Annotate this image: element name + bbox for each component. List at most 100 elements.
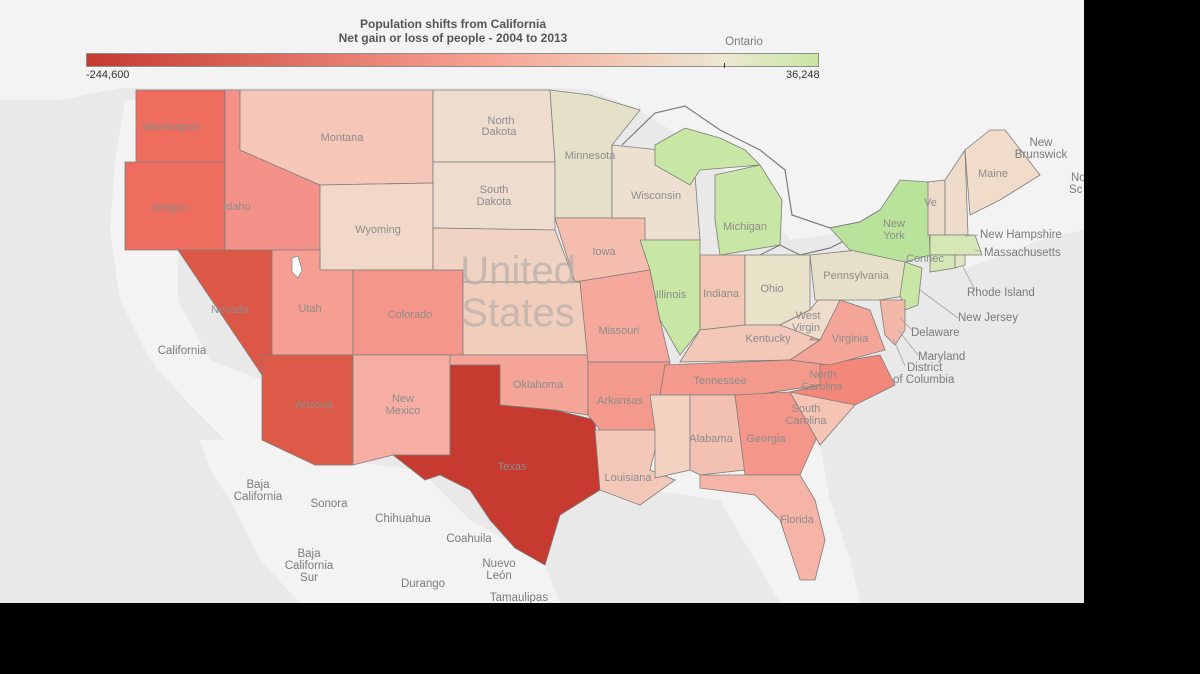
label-idaho: Idaho (223, 201, 251, 213)
state-new-jersey[interactable] (899, 261, 923, 311)
label-new-york-2: York (883, 230, 905, 242)
legend-max-label: 36,248 (786, 69, 820, 81)
label-illinois: Illinois (656, 289, 687, 301)
state-georgia[interactable] (734, 391, 821, 476)
label-new-brunswick-2: Brunswick (1015, 149, 1068, 161)
label-chihuahua: Chihuahua (375, 513, 431, 525)
outside-labels: Ontario California New Brunswick No Sc N… (158, 36, 1084, 603)
state-illinois[interactable] (639, 239, 701, 356)
label-ohio: Ohio (760, 283, 783, 295)
label-nuevo-leon-2: León (486, 570, 512, 582)
label-south-carolina-2: Carolina (786, 415, 828, 427)
label-connecticut: Connec (906, 253, 944, 265)
state-texas[interactable] (391, 364, 601, 566)
label-montana: Montana (321, 132, 365, 144)
label-west-virginia-2: Virgin (792, 322, 820, 334)
great-salt-lake (291, 255, 303, 279)
label-nova-scotia-2: Sc (1069, 184, 1083, 196)
label-dc-1: District (907, 362, 943, 374)
label-nuevo-leon-1: Nuevo (482, 558, 515, 570)
label-nevada: Nevada (211, 304, 250, 316)
label-durango: Durango (401, 578, 445, 590)
state-maine[interactable] (964, 129, 1041, 216)
label-iowa: Iowa (592, 246, 616, 258)
label-new-mexico-2: Mexico (386, 405, 421, 417)
label-south-dakota-2: Dakota (477, 196, 513, 208)
label-california: California (158, 345, 207, 357)
callout-lines (892, 234, 983, 367)
state-virginia[interactable] (788, 299, 886, 366)
label-alabama: Alabama (689, 433, 733, 445)
us-map[interactable]: United States Washington Oregon Idaho Mo… (0, 0, 1084, 603)
label-north-dakota-1: North (488, 115, 515, 127)
legend-title-line2: Net gain or loss of people - 2004 to 201… (338, 31, 568, 45)
label-wisconsin: Wisconsin (631, 190, 681, 202)
label-indiana: Indiana (703, 288, 740, 300)
legend-zero-tick (724, 63, 725, 68)
label-rhode-island: Rhode Island (967, 287, 1035, 299)
state-michigan[interactable] (654, 127, 783, 256)
map-frame[interactable]: United States Washington Oregon Idaho Mo… (0, 0, 1084, 603)
label-sonora: Sonora (310, 498, 348, 510)
label-texas: Texas (498, 461, 527, 473)
label-new-mexico-1: New (392, 393, 414, 405)
state-mississippi[interactable] (649, 394, 691, 479)
legend-title: Population shifts from California Net ga… (300, 17, 606, 45)
label-vermont: Ve (924, 197, 937, 209)
label-michigan: Michigan (723, 221, 767, 233)
label-nova-scotia-1: No (1071, 172, 1084, 184)
land-west-coast (110, 100, 262, 440)
label-north-dakota-2: Dakota (482, 126, 518, 138)
label-north-carolina-1: North (810, 369, 837, 381)
label-colorado: Colorado (388, 309, 433, 321)
label-washington: Washington (142, 121, 200, 133)
label-baja-sur-1: Baja (297, 548, 321, 560)
country-label-line2: States (461, 291, 574, 335)
label-wyoming: Wyoming (355, 224, 401, 236)
state-alabama[interactable] (689, 394, 746, 476)
label-missouri: Missouri (599, 325, 640, 337)
state-rhode-island[interactable] (954, 254, 966, 269)
states-layer[interactable] (124, 89, 1041, 581)
label-arkansas: Arkansas (597, 395, 643, 407)
state-labels: Washington Oregon Idaho Montana Wyoming … (142, 115, 1008, 526)
label-coahuila: Coahuila (446, 533, 492, 545)
legend-title-line1: Population shifts from California (359, 17, 546, 31)
label-dc-2: of Columbia (893, 374, 955, 386)
label-virginia: Virginia (832, 333, 869, 345)
label-utah: Utah (298, 303, 321, 315)
state-north-carolina[interactable] (789, 354, 896, 406)
label-minnesota: Minnesota (565, 150, 617, 162)
label-louisiana: Louisiana (604, 472, 652, 484)
label-delaware: Delaware (911, 327, 960, 339)
label-ontario: Ontario (725, 36, 763, 48)
land-baja (225, 440, 330, 590)
state-maryland[interactable] (879, 299, 906, 346)
legend-min-label: -244,600 (86, 69, 130, 81)
label-baja-california-2: California (234, 491, 283, 503)
label-north-carolina-2: Carolina (802, 381, 844, 393)
label-new-brunswick-1: New (1029, 137, 1053, 149)
label-florida: Florida (780, 514, 815, 526)
label-new-hampshire: New Hampshire (980, 229, 1062, 241)
legend-gradient (87, 54, 818, 66)
label-baja-sur-3: Sur (300, 572, 318, 584)
label-tennessee: Tennessee (693, 375, 746, 387)
state-massachusetts[interactable] (929, 234, 983, 256)
label-baja-california-1: Baja (246, 479, 270, 491)
legend-color-bar (86, 53, 819, 67)
label-oklahoma: Oklahoma (513, 379, 564, 391)
label-new-jersey: New Jersey (958, 312, 1018, 324)
label-maryland: Maryland (918, 351, 965, 363)
label-west-virginia-1: West (796, 310, 821, 322)
label-tamaulipas: Tamaulipas (490, 592, 548, 603)
label-georgia: Georgia (746, 433, 786, 445)
label-baja-sur-2: California (285, 560, 334, 572)
label-south-carolina-1: South (792, 403, 821, 415)
state-arizona[interactable] (261, 354, 354, 466)
label-massachusetts: Massachusetts (984, 247, 1061, 259)
label-arizona: Arizona (295, 399, 333, 411)
label-kentucky: Kentucky (745, 333, 791, 345)
state-florida[interactable] (699, 474, 826, 581)
label-south-dakota-1: South (480, 184, 509, 196)
